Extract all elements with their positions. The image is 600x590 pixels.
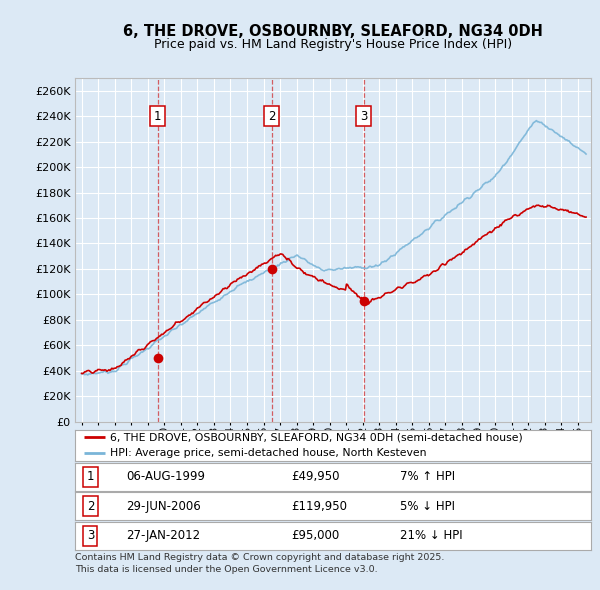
Text: £95,000: £95,000 [292,529,340,542]
Text: Price paid vs. HM Land Registry's House Price Index (HPI): Price paid vs. HM Land Registry's House … [154,38,512,51]
Text: 29-JUN-2006: 29-JUN-2006 [127,500,202,513]
Text: 2: 2 [268,110,275,123]
Text: 6, THE DROVE, OSBOURNBY, SLEAFORD, NG34 0DH (semi-detached house): 6, THE DROVE, OSBOURNBY, SLEAFORD, NG34 … [110,432,523,442]
Text: 06-AUG-1999: 06-AUG-1999 [127,470,206,483]
Text: 27-JAN-2012: 27-JAN-2012 [127,529,201,542]
Text: £49,950: £49,950 [292,470,340,483]
Text: HPI: Average price, semi-detached house, North Kesteven: HPI: Average price, semi-detached house,… [110,448,427,458]
Text: 5% ↓ HPI: 5% ↓ HPI [400,500,455,513]
Text: 2: 2 [87,500,94,513]
Text: 21% ↓ HPI: 21% ↓ HPI [400,529,463,542]
Text: 1: 1 [154,110,161,123]
Text: 7% ↑ HPI: 7% ↑ HPI [400,470,455,483]
Text: Contains HM Land Registry data © Crown copyright and database right 2025.
This d: Contains HM Land Registry data © Crown c… [75,553,445,573]
Text: 3: 3 [87,529,94,542]
Text: £119,950: £119,950 [292,500,348,513]
Text: 6, THE DROVE, OSBOURNBY, SLEAFORD, NG34 0DH: 6, THE DROVE, OSBOURNBY, SLEAFORD, NG34 … [123,24,543,40]
Text: 1: 1 [87,470,94,483]
Text: 3: 3 [360,110,368,123]
